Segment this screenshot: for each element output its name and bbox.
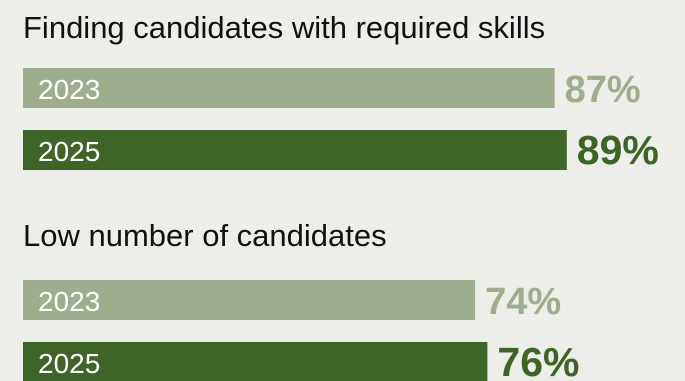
bar-year-label: 2025 xyxy=(38,348,100,379)
bar-year-label: 2023 xyxy=(38,286,100,317)
bar-value-label: 74% xyxy=(485,281,561,323)
bar-2023 xyxy=(23,68,555,108)
bar-year-label: 2025 xyxy=(38,136,100,167)
group-title: Low number of candidates xyxy=(23,218,387,253)
bar-value-label: 76% xyxy=(497,339,579,381)
bar-2025 xyxy=(23,130,567,170)
bar-year-label: 2023 xyxy=(38,74,100,105)
bar-value-label: 89% xyxy=(577,127,659,173)
bar-2023 xyxy=(23,280,476,320)
group-title: Finding candidates with required skills xyxy=(23,10,545,45)
bar-2025 xyxy=(23,342,488,381)
bar-value-label: 87% xyxy=(565,69,641,111)
